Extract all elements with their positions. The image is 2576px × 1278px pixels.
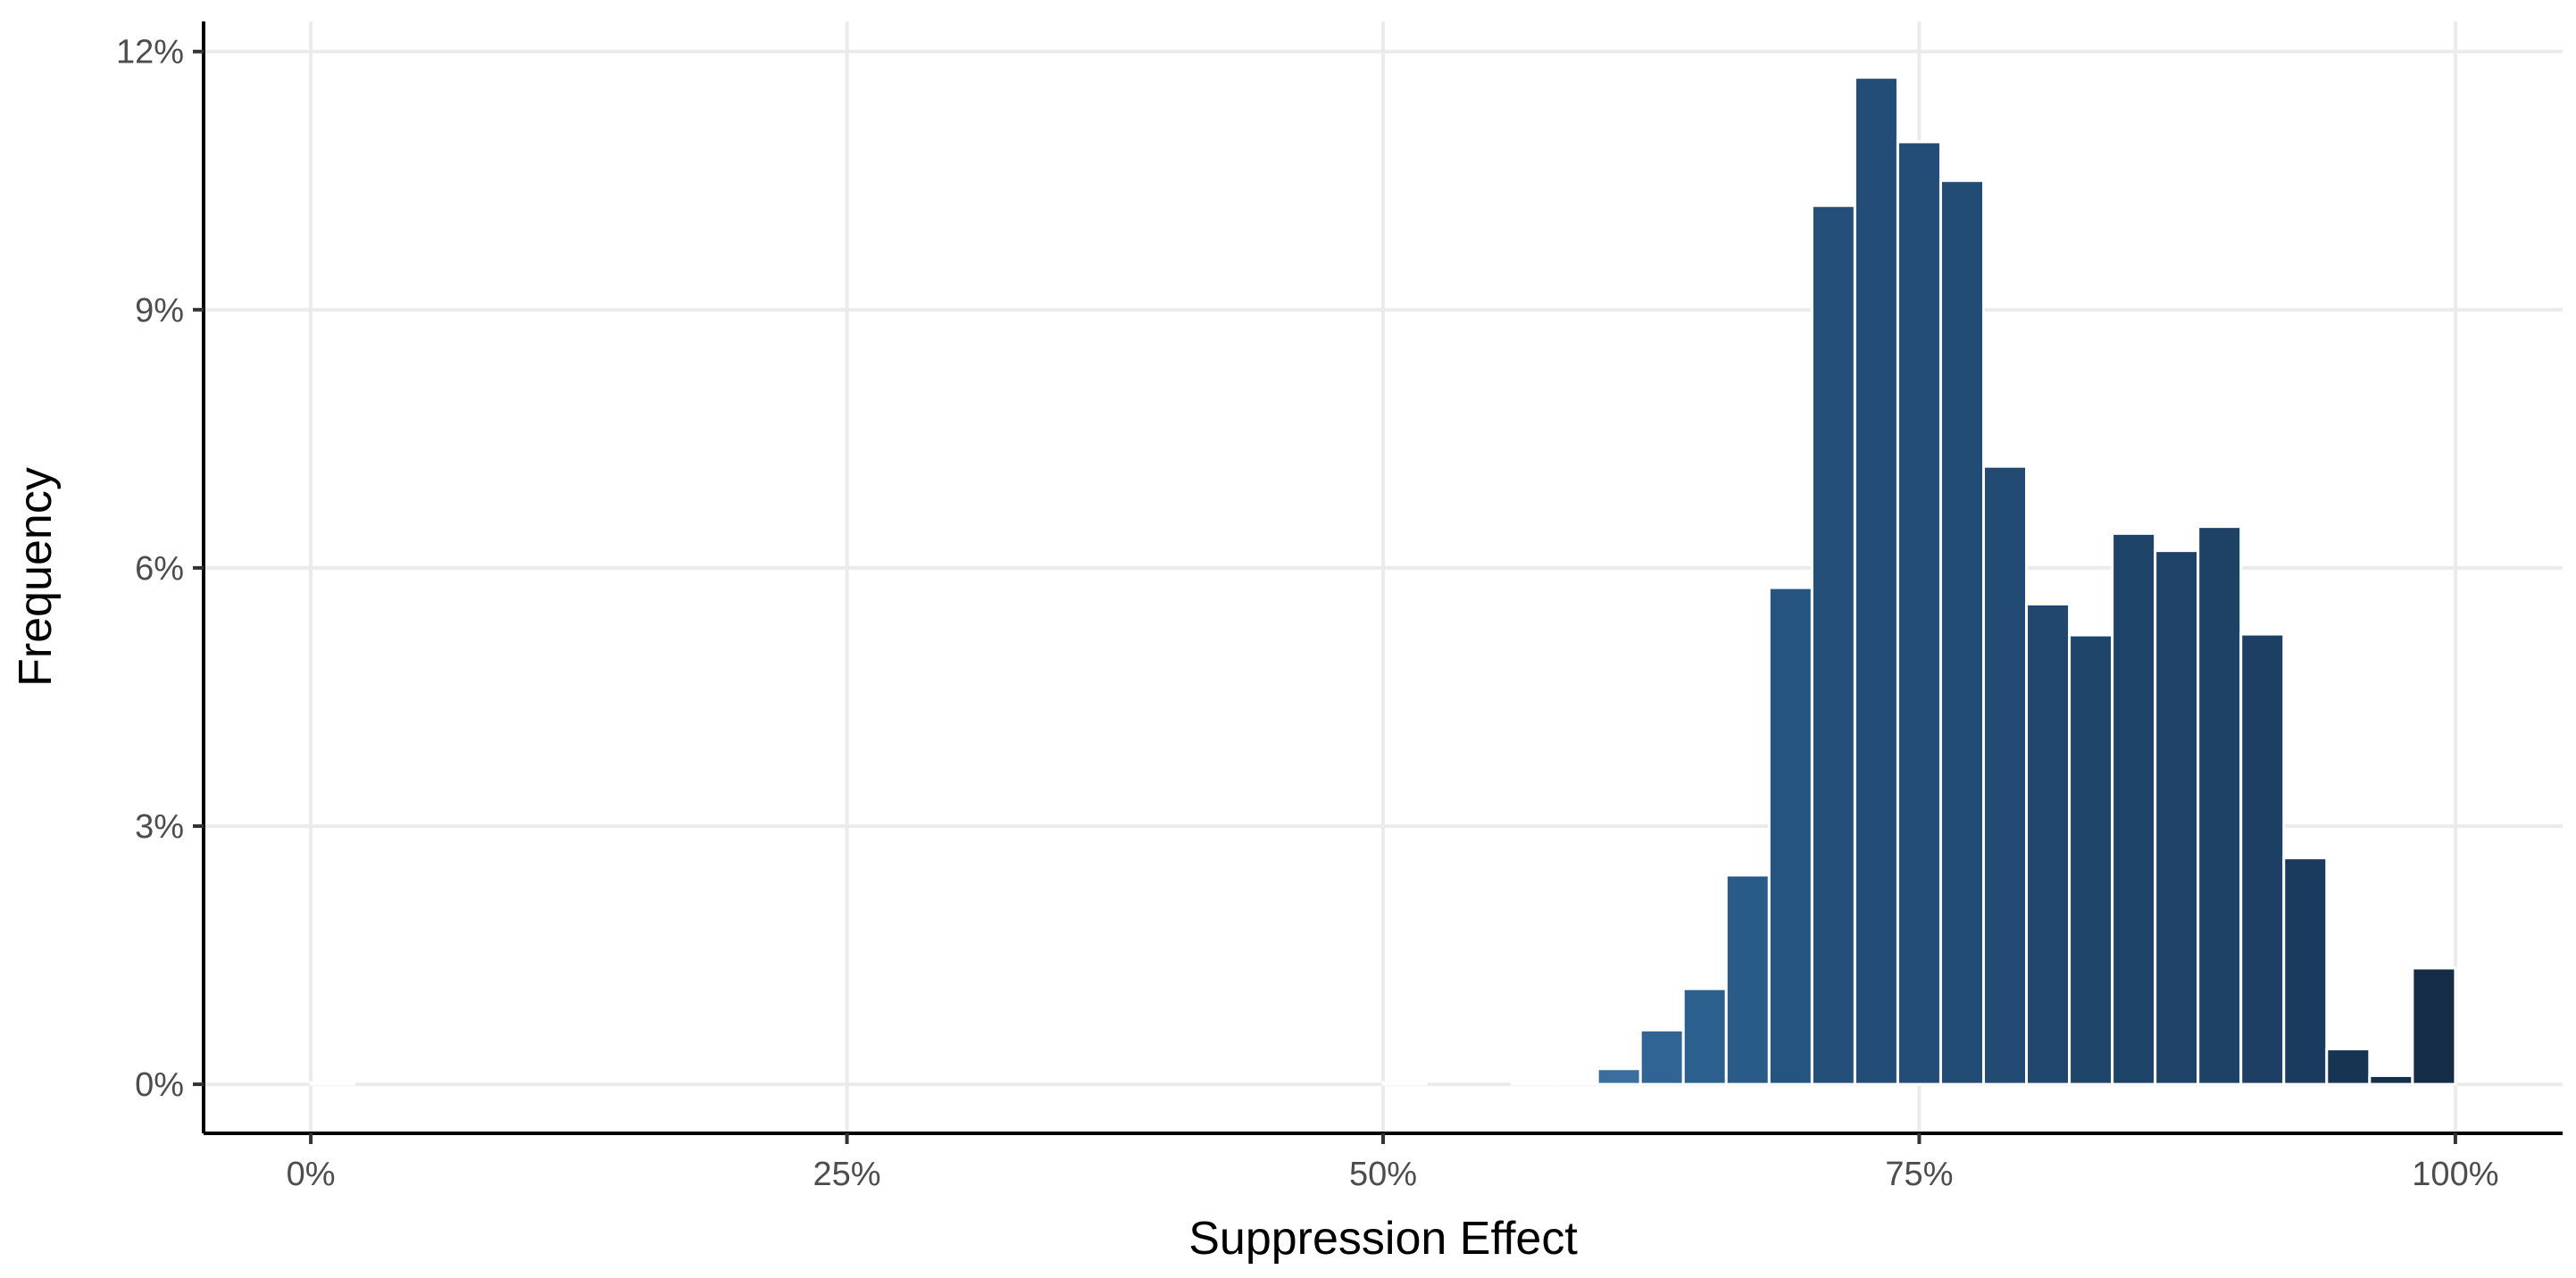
histogram-bar-18 [2197,525,2243,1086]
histogram-bar-11 [1896,140,1942,1086]
histogram-bar-23 [2411,966,2457,1086]
histogram-bar-2 [1510,1081,1556,1086]
y-tick-label-2: 6% [135,550,184,588]
histogram-bar-6 [1681,987,1728,1086]
histogram-bar-13 [1982,464,2029,1086]
x-tick-label-3: 75% [1885,1156,1953,1193]
histogram-bar-19 [2239,632,2286,1086]
tick-labels: 0% 25% 50% 75% 100% 0% 3% 6% 9% 12% [116,34,2499,1193]
histogram-bar-4 [1596,1067,1642,1086]
x-tick-label-0: 0% [287,1156,336,1193]
histogram-bar-12 [1938,179,1986,1086]
histogram-bar-14 [2025,602,2072,1086]
histogram-bar-10 [1853,76,1899,1086]
histogram-bar-5 [1638,1028,1685,1086]
histogram-bar-20 [2282,856,2329,1086]
histogram-bar-0 [309,1081,355,1086]
histogram-bar-9 [1810,204,1856,1086]
y-tick-label-1: 3% [135,808,184,846]
histogram-bar-16 [2111,531,2157,1086]
histogram-bar-3 [1553,1081,1599,1086]
x-tick-label-2: 50% [1349,1156,1417,1193]
histogram-bars [309,76,2457,1086]
histogram-bar-8 [1767,586,1813,1086]
histogram-bar-22 [2368,1073,2414,1086]
y-axis-title: Frequency [10,467,62,687]
histogram-bar-7 [1724,873,1771,1086]
y-tick-label-4: 12% [116,34,184,71]
y-tick-label-3: 9% [135,292,184,330]
x-tick-label-4: 100% [2412,1156,2498,1193]
y-tick-label-0: 0% [135,1066,184,1104]
x-axis-title: Suppression Effect [1188,1213,1578,1265]
histogram-bar-17 [2154,549,2200,1086]
x-tick-label-1: 25% [813,1156,881,1193]
histogram-bar-15 [2068,633,2114,1086]
histogram-bar-21 [2325,1048,2372,1086]
histogram-bar-1 [1381,1081,1428,1086]
